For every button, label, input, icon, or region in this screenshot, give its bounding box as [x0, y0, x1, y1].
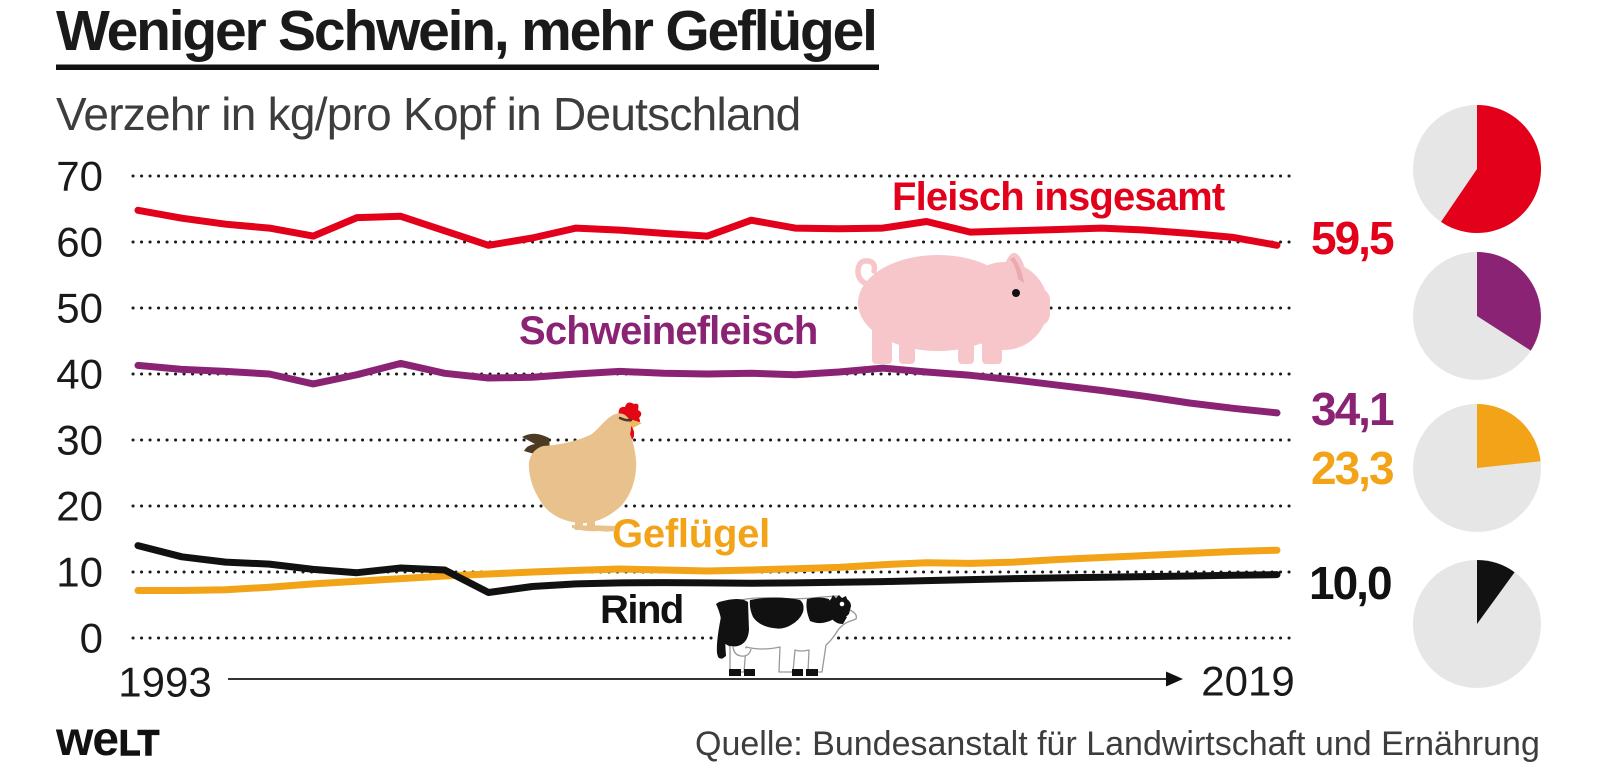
svg-text:50: 50 [56, 285, 103, 332]
svg-text:Geflügel: Geflügel [612, 512, 770, 556]
svg-text:we: we [55, 713, 118, 765]
svg-text:1993: 1993 [118, 659, 211, 706]
svg-text:Schweinefleisch: Schweinefleisch [519, 309, 817, 353]
svg-text:60: 60 [56, 219, 103, 266]
svg-text:Rind: Rind [600, 588, 683, 632]
svg-text:30: 30 [56, 417, 103, 464]
svg-text:23,3: 23,3 [1311, 442, 1393, 494]
svg-text:Quelle: Bundesanstalt für Land: Quelle: Bundesanstalt für Landwirtschaft… [695, 725, 1540, 763]
svg-text:Weniger Schwein, mehr Geflügel: Weniger Schwein, mehr Geflügel [56, 0, 876, 63]
svg-text:10: 10 [56, 549, 103, 596]
svg-text:34,1: 34,1 [1311, 383, 1394, 435]
svg-text:Fleisch insgesamt: Fleisch insgesamt [892, 175, 1225, 219]
svg-text:40: 40 [56, 351, 103, 398]
svg-text:2019: 2019 [1201, 658, 1294, 705]
svg-text:0: 0 [80, 615, 103, 662]
svg-text:10,0: 10,0 [1309, 557, 1391, 609]
svg-text:Verzehr in kg/pro Kopf in Deut: Verzehr in kg/pro Kopf in Deutschland [56, 88, 800, 140]
svg-text:59,5: 59,5 [1311, 212, 1394, 264]
svg-text:70: 70 [56, 153, 103, 200]
svg-text:LT: LT [119, 724, 159, 763]
svg-text:20: 20 [56, 483, 103, 530]
